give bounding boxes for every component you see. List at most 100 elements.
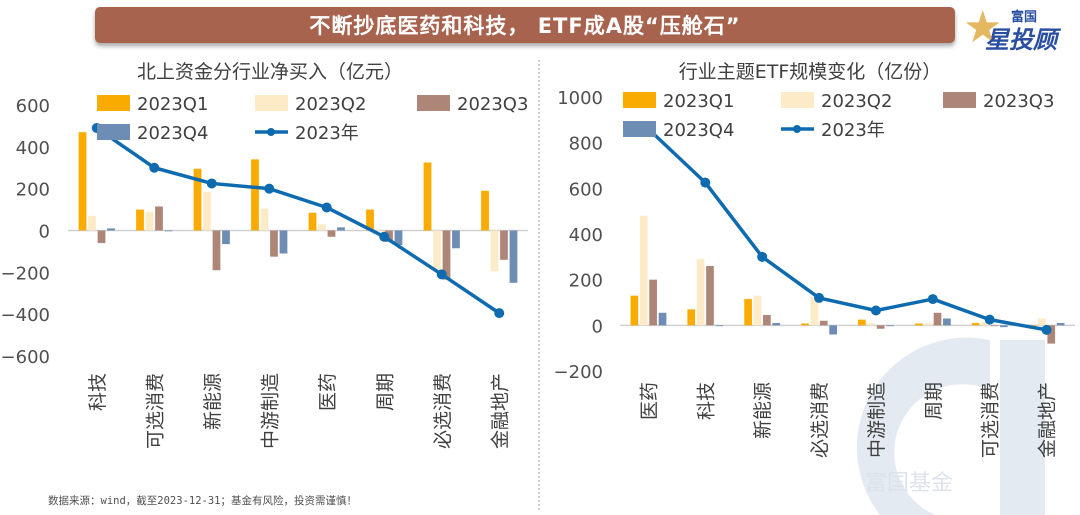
bar-2023q1-6: [423, 162, 432, 231]
line-point-6: [436, 269, 447, 280]
y-tick-label: −600: [1, 347, 50, 368]
legend-label: 2023Q3: [983, 91, 1054, 112]
x-tick-label: 金融地产: [489, 373, 511, 449]
x-tick-label: 必选消费: [809, 382, 831, 458]
logo-line2: 星投顾: [985, 26, 1057, 54]
x-tick-label: 可选消费: [144, 373, 166, 449]
bar-2023q4-5: [943, 318, 951, 326]
bar-2023q4-3: [829, 325, 837, 335]
bar-2023q1-2: [193, 168, 202, 231]
y-tick-label: 400: [569, 225, 603, 246]
bar-2023q4-4: [886, 325, 894, 327]
bar-2023q3-4: [327, 230, 336, 237]
line-point-4: [321, 202, 332, 213]
y-tick-label: 200: [569, 271, 603, 292]
bar-2023q4-0: [658, 312, 667, 326]
bar-2023q2-5: [375, 230, 384, 232]
y-tick-label: −200: [1, 263, 50, 284]
y-tick-label: 600: [16, 96, 50, 117]
bar-2023q1-1: [136, 209, 144, 231]
bar-2023q4-7: [509, 230, 518, 283]
chart-north-bound: 北上资金分行业净买入（亿元） 600 400 200 0 −200 −400 −600 科技 可选…: [1, 61, 529, 449]
footer-source: 数据来源：wind，截至2023-12-31；基金有风险，投资需谨慎！: [48, 495, 358, 507]
chart-etf-scale: 行业主题ETF规模变化（亿份） 1000 800 600 400 200 0 −200 医药 科技…: [554, 61, 1075, 458]
bar-2023q3-3: [270, 230, 278, 257]
line-point-7: [1041, 324, 1052, 335]
x-tick-label: 周期: [923, 382, 945, 420]
bar-2023q3-0: [97, 230, 106, 244]
chart-title: 行业主题ETF规模变化（亿份）: [679, 61, 942, 83]
legend-line-marker: [267, 128, 275, 136]
line-point-1: [700, 177, 711, 188]
legend-swatch-2023q3: [943, 92, 976, 108]
legend-swatch-2023q3: [417, 95, 450, 111]
bar-2023q3-5: [933, 312, 942, 326]
y-tick-label: 0: [39, 222, 50, 243]
bar-2023q3-7: [500, 230, 508, 260]
y-tick-label: 600: [569, 179, 603, 200]
bar-2023q1-5: [366, 209, 374, 231]
line-point-2: [757, 251, 768, 262]
bar-2023q4-6: [452, 230, 460, 249]
bar-2023q2-1: [696, 259, 705, 326]
bar-2023q1-3: [801, 323, 809, 326]
y-tick-label: −200: [554, 362, 603, 383]
bar-2023q4-1: [715, 325, 724, 327]
legend-label: 2023Q1: [137, 94, 208, 115]
bar-2023q3-6: [442, 230, 451, 280]
bar-2023q2-4: [867, 323, 876, 326]
bar-2023q2-3: [810, 296, 819, 326]
legend-label: 2023Q2: [821, 91, 892, 112]
y-tick-label: 1000: [557, 88, 603, 109]
bar-2023q2-1: [145, 211, 154, 231]
bar-2023q3-2: [212, 230, 221, 271]
bar-2023q2-5: [924, 323, 932, 326]
y-tick-label: 0: [592, 316, 603, 337]
legend-swatch-2023q4: [623, 121, 656, 137]
bar-2023q2-7: [1038, 318, 1046, 326]
bar-2023q2-3: [260, 208, 269, 231]
legend-swatch-2023q2: [255, 95, 288, 111]
series-line-2023: [647, 127, 1047, 332]
bar-2023q1-1: [687, 309, 696, 326]
bar-2023q4-0: [107, 228, 115, 231]
x-tick-label: 中游制造: [866, 382, 888, 458]
bar-2023q1-2: [744, 299, 752, 326]
x-tick-label: 医药: [638, 382, 660, 420]
bar-2023q2-0: [88, 215, 96, 231]
bar-2023q4-7: [1056, 323, 1065, 326]
bar-2023q4-4: [337, 227, 345, 231]
line-point-4: [870, 305, 881, 316]
bar-2023q2-2: [753, 295, 762, 326]
bar-2023q3-4: [876, 325, 885, 329]
x-tick-label: 可选消费: [980, 382, 1002, 458]
chart-title: 北上资金分行业净买入（亿元）: [137, 61, 403, 83]
line-point-5: [379, 231, 390, 242]
series-line-2023: [95, 126, 501, 315]
x-tick-label: 必选消费: [432, 373, 454, 449]
bar-2023q2-7: [490, 230, 499, 272]
legend-label: 2023年: [295, 123, 359, 144]
title-banner: 不断抄底医药和科技， ETF成A股“压舱石”: [95, 7, 955, 43]
bar-2023q1-3: [251, 159, 259, 231]
x-tick-label: 新能源: [752, 382, 774, 439]
legend-label: 2023年: [821, 120, 885, 141]
bar-2023q1-0: [78, 132, 87, 231]
bar-2023q4-3: [279, 230, 288, 254]
bar-2023q4-6: [999, 325, 1008, 328]
bar-2023q2-6: [981, 321, 989, 326]
bar-2023q1-0: [630, 295, 639, 326]
bar-2023q1-4: [308, 212, 317, 231]
x-tick-label: 周期: [374, 373, 396, 411]
star-icon: ★: [963, 2, 1003, 53]
x-tick-label: 科技: [87, 373, 109, 411]
bar-2023q3-1: [706, 265, 714, 326]
y-tick-label: 800: [569, 134, 603, 155]
legend-swatch-2023q2: [781, 92, 814, 108]
line-point-7: [494, 308, 505, 319]
legend-swatch-2023q1: [623, 92, 656, 108]
legend-label: 2023Q3: [457, 94, 528, 115]
y-tick-label: 200: [16, 180, 50, 201]
legend-label: 2023Q4: [663, 120, 734, 141]
bar-2023q3-1: [155, 206, 163, 231]
